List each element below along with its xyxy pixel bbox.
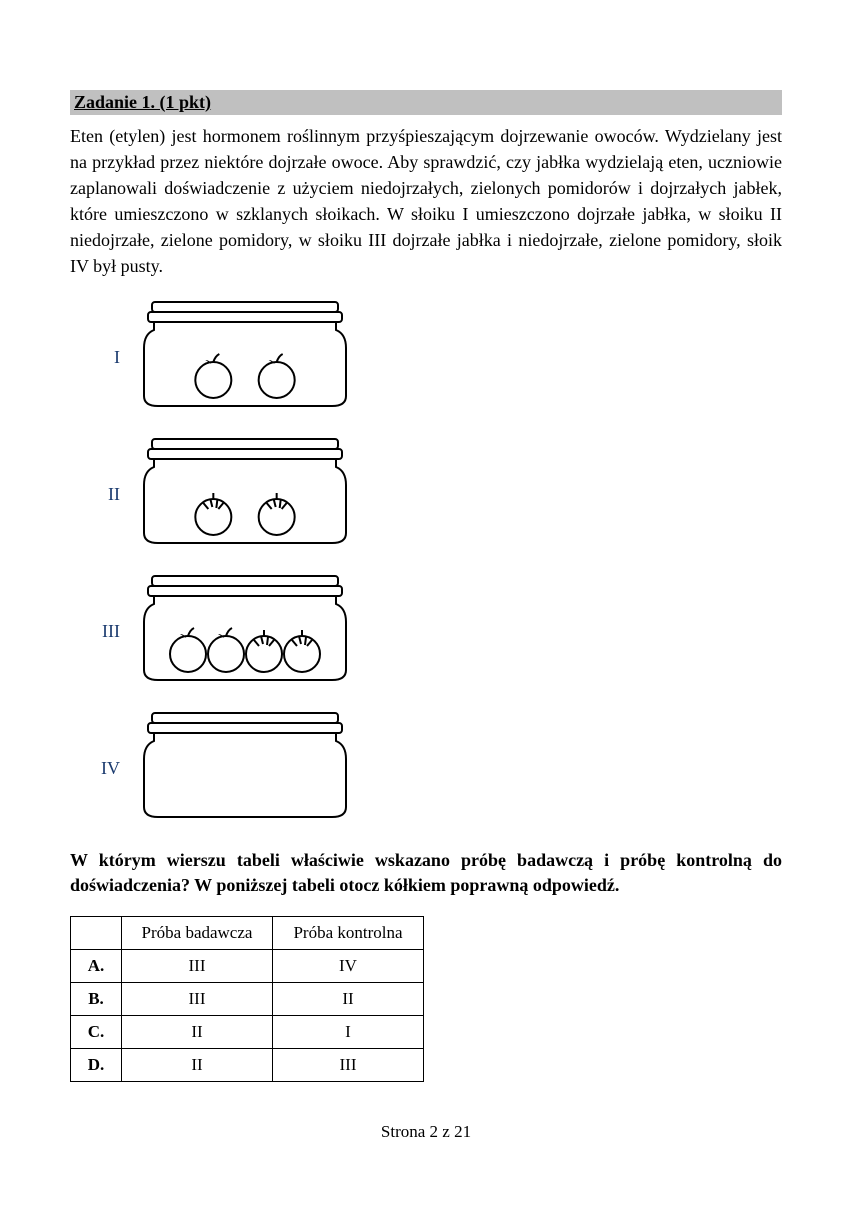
row-kontrolna: I: [273, 1015, 424, 1048]
jar-diagrams: I II I: [70, 300, 782, 826]
jar-row: IV: [70, 711, 782, 826]
row-kontrolna: III: [273, 1048, 424, 1081]
row-badawcza: II: [122, 1015, 273, 1048]
row-letter: B.: [71, 982, 122, 1015]
table-row: C. II I: [71, 1015, 424, 1048]
table-row: A. III IV: [71, 949, 424, 982]
table-header-blank: [71, 916, 122, 949]
jar-label: II: [70, 484, 140, 505]
row-letter: D.: [71, 1048, 122, 1081]
row-badawcza: III: [122, 982, 273, 1015]
question-text: W którym wierszu tabeli właściwie wskaza…: [70, 848, 782, 898]
table-row: D. II III: [71, 1048, 424, 1081]
row-kontrolna: II: [273, 982, 424, 1015]
jar-graphic: [140, 574, 350, 689]
answers-table: Próba badawcza Próba kontrolna A. III IV…: [70, 916, 424, 1082]
jar-graphic: [140, 711, 350, 826]
page-footer: Strona 2 z 21: [70, 1122, 782, 1142]
table-header-row: Próba badawcza Próba kontrolna: [71, 916, 424, 949]
table-header-badawcza: Próba badawcza: [122, 916, 273, 949]
jar-label: III: [70, 621, 140, 642]
row-letter: C.: [71, 1015, 122, 1048]
task-header: Zadanie 1. (1 pkt): [70, 90, 782, 115]
row-badawcza: III: [122, 949, 273, 982]
jar-row: III: [70, 574, 782, 689]
page: Zadanie 1. (1 pkt) Eten (etylen) jest ho…: [0, 0, 852, 1182]
jar-icon: [140, 574, 350, 684]
jar-label: I: [70, 347, 140, 368]
task-body-text: Eten (etylen) jest hormonem roślinnym pr…: [70, 123, 782, 280]
jar-icon: [140, 300, 350, 410]
jar-graphic: [140, 300, 350, 415]
jar-label: IV: [70, 758, 140, 779]
row-badawcza: II: [122, 1048, 273, 1081]
jar-row: I: [70, 300, 782, 415]
row-kontrolna: IV: [273, 949, 424, 982]
jar-graphic: [140, 437, 350, 552]
jar-row: II: [70, 437, 782, 552]
jar-icon: [140, 711, 350, 821]
table-header-kontrolna: Próba kontrolna: [273, 916, 424, 949]
jar-icon: [140, 437, 350, 547]
table-row: B. III II: [71, 982, 424, 1015]
row-letter: A.: [71, 949, 122, 982]
